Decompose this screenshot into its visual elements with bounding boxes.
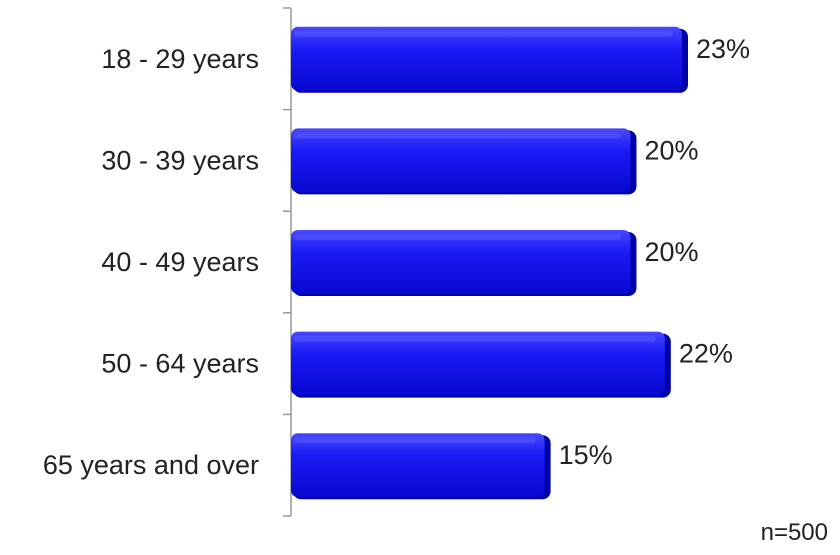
value-label: 23%	[696, 34, 750, 64]
bar-highlight	[294, 234, 622, 240]
category-label: 50 - 64 years	[101, 349, 259, 379]
bar-highlight	[294, 30, 673, 37]
category-label: 18 - 29 years	[101, 44, 259, 74]
labels-layer: 18 - 29 years 23% 30 - 39 years 20% 40 - 49 …	[43, 34, 750, 480]
value-label: 22%	[679, 339, 733, 369]
bar-body	[291, 26, 682, 91]
bar-4	[291, 331, 671, 398]
category-label: 65 years and over	[43, 450, 259, 480]
category-label: 40 - 49 years	[101, 247, 259, 277]
bars-layer	[291, 26, 688, 500]
bar-body	[291, 331, 665, 396]
value-label: 15%	[559, 440, 613, 470]
bar-3	[291, 230, 637, 296]
bar-body	[291, 433, 545, 498]
bar-body	[291, 128, 631, 193]
category-label: 30 - 39 years	[101, 145, 259, 175]
value-label: 20%	[644, 237, 698, 267]
bar-highlight	[294, 437, 536, 444]
bar-highlight	[294, 335, 656, 342]
axis-layer	[283, 7, 292, 517]
bar-highlight	[294, 132, 622, 139]
value-label: 20%	[644, 135, 698, 165]
bar-body	[291, 230, 631, 294]
bar-2	[291, 128, 637, 195]
sample-size-note: n=500	[760, 519, 828, 546]
bar-1	[291, 26, 688, 93]
bar-5	[291, 433, 551, 500]
